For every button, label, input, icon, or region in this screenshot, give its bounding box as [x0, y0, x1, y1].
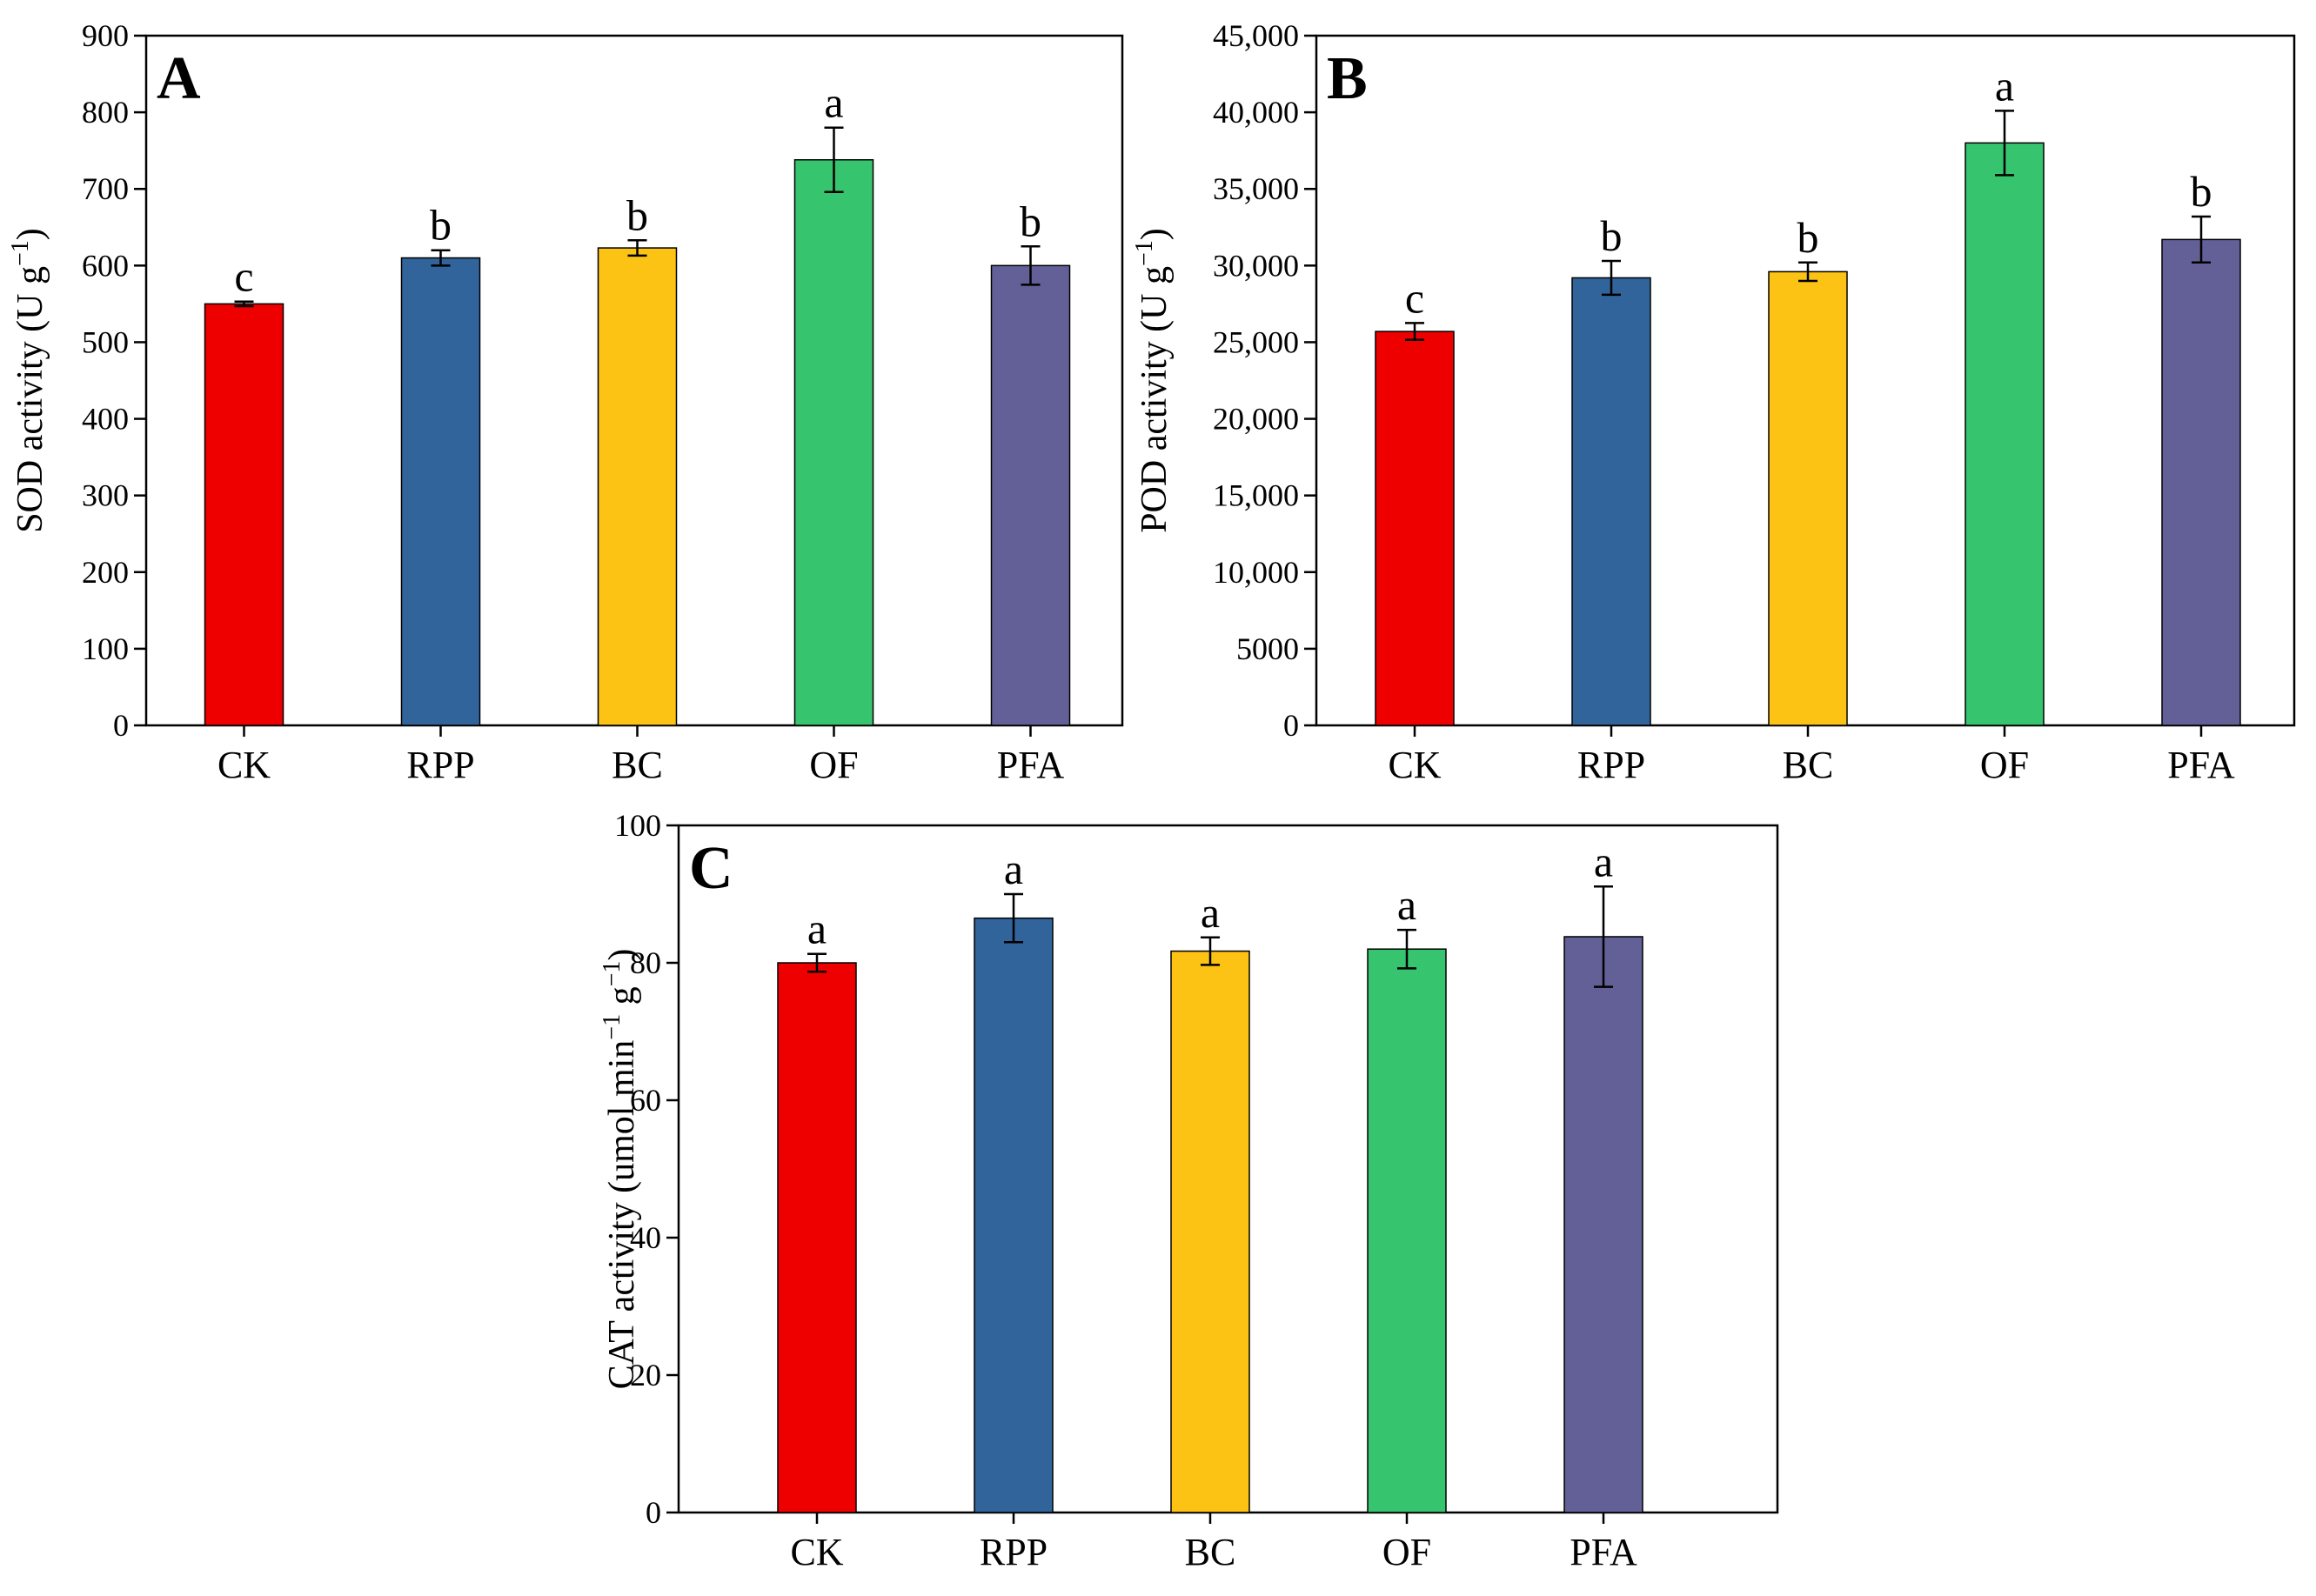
x-category-label: RPP [406, 744, 474, 786]
x-category-label: RPP [980, 1531, 1048, 1573]
bar-rpp [974, 917, 1054, 1513]
significance-letter: a [1004, 845, 1023, 893]
y-tick-label: 700 [82, 171, 129, 206]
y-axis-label-part: SOD activity (U g [10, 266, 50, 533]
panel-c: 0 20 40 60 80 100 a CK a RPP a BC a OF a PFA C CAT activi… [599, 808, 1779, 1573]
bar-pfa [990, 264, 1071, 726]
y-tick-label: 20,000 [1213, 402, 1299, 437]
y-tick-label: 300 [82, 478, 129, 513]
y-axis-label-superscript: −1 [1131, 240, 1158, 266]
panel-label: C [689, 835, 733, 902]
bar-bc [597, 247, 678, 726]
y-tick-label: 15,000 [1213, 478, 1299, 513]
y-axis-label-part: CAT activity (umol min [602, 1040, 642, 1390]
y-tick-label: 35,000 [1213, 171, 1299, 206]
panel-a: 0 100 200 300 400 500 600 700 800 900 c CK b RPP b BC a O… [7, 18, 1124, 786]
x-category-label: CK [1388, 744, 1441, 786]
significance-letter: b [626, 190, 648, 239]
y-tick-label: 600 [82, 248, 129, 283]
significance-letter: c [234, 252, 253, 301]
y-tick-label: 0 [646, 1495, 661, 1530]
y-tick-label: 80 [630, 945, 661, 980]
y-tick-label: 60 [630, 1083, 661, 1118]
y-axis-label-part: ) [10, 228, 50, 240]
significance-letter: b [1797, 213, 1819, 262]
y-axis-label-part: g [602, 986, 642, 1014]
y-axis-label-part: POD activity (U g [1135, 266, 1175, 533]
y-tick-label: 100 [82, 631, 129, 666]
y-tick-label: 25,000 [1213, 324, 1299, 359]
y-tick-label: 0 [1283, 708, 1299, 743]
x-category-label: PFA [997, 744, 1065, 786]
y-axis-label-superscript: −1 [599, 961, 626, 987]
significance-letter: b [1601, 211, 1623, 260]
x-category-label: PFA [2167, 744, 2235, 786]
y-axis-label-part: ) [1135, 228, 1175, 240]
bar-ck [777, 962, 857, 1513]
bar-rpp [400, 257, 481, 726]
y-tick-label: 0 [113, 708, 129, 743]
bar-pfa [1563, 936, 1643, 1513]
significance-letter: a [807, 905, 827, 953]
y-tick-label: 45,000 [1213, 18, 1299, 53]
panel-label: A [157, 45, 201, 112]
significance-letter: a [1201, 888, 1220, 937]
significance-letter: a [1594, 837, 1613, 885]
significance-letter: a [1397, 880, 1416, 929]
y-tick-label: 10,000 [1213, 555, 1299, 590]
x-category-label: PFA [1570, 1531, 1637, 1573]
bar-of [793, 158, 874, 726]
y-tick-label: 200 [82, 555, 129, 590]
bar-ck [1375, 331, 1455, 726]
x-category-label: BC [1185, 1531, 1236, 1573]
y-axis-label-superscript: −1 [7, 240, 34, 266]
x-category-label: CK [790, 1531, 843, 1573]
significance-letter: a [824, 78, 843, 127]
bar-bc [1170, 950, 1250, 1513]
x-category-label: OF [1980, 744, 2029, 786]
bar-of [1367, 948, 1447, 1513]
x-category-label: BC [1783, 744, 1834, 786]
x-category-label: RPP [1577, 744, 1645, 786]
y-tick-label: 40 [630, 1220, 661, 1255]
bar-pfa [2161, 238, 2241, 726]
y-tick-label: 500 [82, 324, 129, 359]
y-tick-label: 900 [82, 18, 129, 53]
y-tick-label: 100 [614, 808, 661, 843]
y-tick-label: 40,000 [1213, 95, 1299, 130]
y-tick-label: 20 [630, 1358, 661, 1392]
y-tick-label: 400 [82, 402, 129, 437]
x-category-label: BC [612, 744, 663, 786]
significance-letter: c [1405, 273, 1424, 322]
x-category-label: CK [218, 744, 271, 786]
y-tick-label: 30,000 [1213, 248, 1299, 283]
bar-ck [204, 303, 284, 726]
bar-rpp [1571, 277, 1651, 726]
significance-letter: a [1995, 61, 2014, 110]
y-tick-label: 5000 [1236, 631, 1299, 666]
y-axis-label: CAT activity (umol min−1 g−1) [599, 949, 642, 1390]
bar-of [1965, 142, 2045, 726]
y-axis-label: POD activity (U g−1) [1131, 228, 1175, 533]
significance-letter: b [2191, 167, 2212, 216]
panel-b: 0 5000 10,000 15,000 20,000 25,000 30,000 35,00… [1131, 18, 2296, 786]
significance-letter: b [430, 201, 452, 250]
y-axis-label-part: ) [602, 949, 642, 961]
x-category-label: OF [1382, 1531, 1431, 1573]
panel-label: B [1327, 45, 1368, 112]
y-axis-label-superscript: −1 [599, 1014, 626, 1040]
bar-bc [1768, 270, 1848, 726]
y-axis-label: SOD activity (U g−1) [7, 228, 50, 533]
significance-letter: b [1020, 197, 1041, 245]
x-category-label: OF [809, 744, 858, 786]
y-tick-label: 800 [82, 95, 129, 130]
